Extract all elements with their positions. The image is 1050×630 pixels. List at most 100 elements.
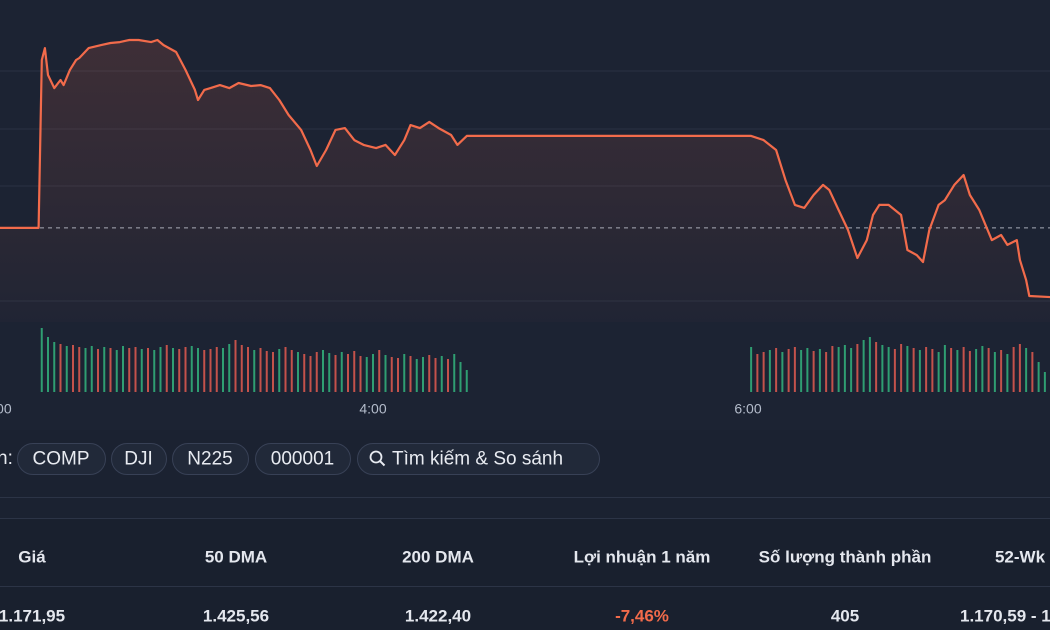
volume-bar	[359, 356, 362, 392]
price-area	[0, 40, 1050, 322]
volume-bar	[309, 356, 312, 392]
volume-bar	[981, 346, 984, 392]
column-header: Giá	[18, 547, 46, 566]
volume-bar	[906, 346, 909, 392]
volume-bar	[993, 352, 996, 392]
volume-bar	[347, 354, 349, 392]
volume-bar	[228, 344, 231, 392]
volume-bar	[390, 357, 393, 392]
volume-bar	[240, 345, 243, 392]
volume-bar	[768, 350, 771, 392]
volume-bar	[893, 349, 896, 392]
volume-bar	[197, 348, 199, 392]
volume-bar	[209, 349, 212, 392]
volume-bar	[184, 347, 187, 392]
chart: 2:00 4:00 6:00	[0, 38, 1050, 417]
compare-button[interactable]	[17, 443, 106, 475]
volume-bar	[434, 358, 437, 392]
volume-bar	[800, 350, 803, 392]
volume-bar	[97, 349, 99, 392]
compare-button-label[interactable]: DJI	[124, 449, 153, 470]
volume-bar	[428, 355, 431, 392]
column-header: 200 DMA	[402, 547, 474, 566]
volume-bar	[447, 359, 449, 392]
volume-bar	[1018, 344, 1021, 392]
volume-bar	[453, 354, 456, 392]
volume-bar	[459, 362, 462, 392]
volume-bar	[334, 355, 337, 392]
x-tick-label: 2:00	[0, 401, 12, 417]
volume-bar	[340, 352, 343, 392]
volume-bar	[912, 348, 915, 392]
column-header: Số lượng thành phần	[759, 547, 932, 566]
volume-bar	[284, 347, 287, 392]
volume-bar	[1037, 362, 1040, 392]
volume-bar	[109, 348, 112, 392]
volume-bar	[415, 359, 418, 392]
volume-bar	[1006, 354, 1009, 392]
volume-bar	[831, 346, 834, 392]
cell-value: 1.170,59 - 1	[960, 606, 1050, 625]
cell-value: 1.425,56	[203, 606, 269, 625]
search-icon[interactable]	[379, 460, 386, 467]
compare-button[interactable]	[172, 443, 249, 475]
volume-bar	[103, 347, 106, 392]
volume-bar	[384, 355, 387, 392]
compare-button[interactable]	[111, 443, 167, 475]
volume-bar	[440, 356, 443, 392]
volume-bar	[153, 350, 156, 392]
cell-value: -7,46%	[615, 606, 669, 625]
column-header: 50 DMA	[205, 547, 267, 566]
price-line	[0, 38, 1050, 299]
volume-bar	[756, 354, 759, 392]
volume-bar	[1025, 348, 1028, 392]
compare-button-label[interactable]: 000001	[271, 449, 334, 470]
compare-button[interactable]	[255, 443, 351, 475]
volume-bar	[962, 347, 965, 392]
volume-bar	[134, 347, 137, 392]
volume-bar	[1031, 352, 1034, 392]
volume-bar	[987, 348, 990, 392]
volume-bar	[887, 347, 890, 392]
cell-value: 1.422,40	[405, 606, 471, 625]
volume-bar	[378, 350, 381, 392]
volume-bar	[950, 348, 953, 392]
volume-bar	[781, 352, 784, 392]
volume-bar	[403, 354, 406, 392]
volume-bar	[303, 354, 306, 392]
volume-bar	[122, 346, 124, 392]
volume-bar	[465, 370, 468, 392]
compare-button-label[interactable]: COMP	[33, 449, 90, 470]
volume-bar	[1000, 350, 1003, 392]
volume-bar	[787, 349, 790, 392]
volume-bar	[837, 347, 840, 392]
volume-bar	[190, 346, 193, 392]
search-icon[interactable]	[369, 450, 383, 464]
volume-bar	[918, 350, 921, 392]
volume-bar	[900, 344, 903, 392]
volume-bar	[409, 356, 412, 392]
volume-bar	[750, 347, 753, 392]
volume-bar	[278, 349, 281, 392]
volume-bar	[53, 342, 56, 392]
volume-bar	[856, 344, 859, 392]
spacer	[0, 498, 1050, 518]
volume-bar	[397, 358, 399, 392]
cell-value: 1.171,95	[0, 606, 65, 625]
search-label[interactable]: Tìm kiếm & So sánh	[392, 449, 563, 470]
volume-bar	[84, 348, 87, 392]
compare-button-label[interactable]: N225	[187, 449, 232, 470]
volume-bar	[290, 350, 293, 392]
search-button[interactable]	[357, 443, 600, 475]
volume-bar	[265, 351, 268, 392]
volume-bar	[862, 340, 865, 392]
x-tick-label: 4:00	[359, 401, 386, 417]
volume-bar	[178, 349, 181, 392]
volume-bar	[90, 346, 93, 392]
volume-bar	[297, 352, 299, 392]
volume-bar	[128, 348, 131, 392]
compare-label: n:	[0, 448, 13, 469]
volume-bar	[775, 348, 778, 392]
volume-bar	[850, 348, 853, 392]
